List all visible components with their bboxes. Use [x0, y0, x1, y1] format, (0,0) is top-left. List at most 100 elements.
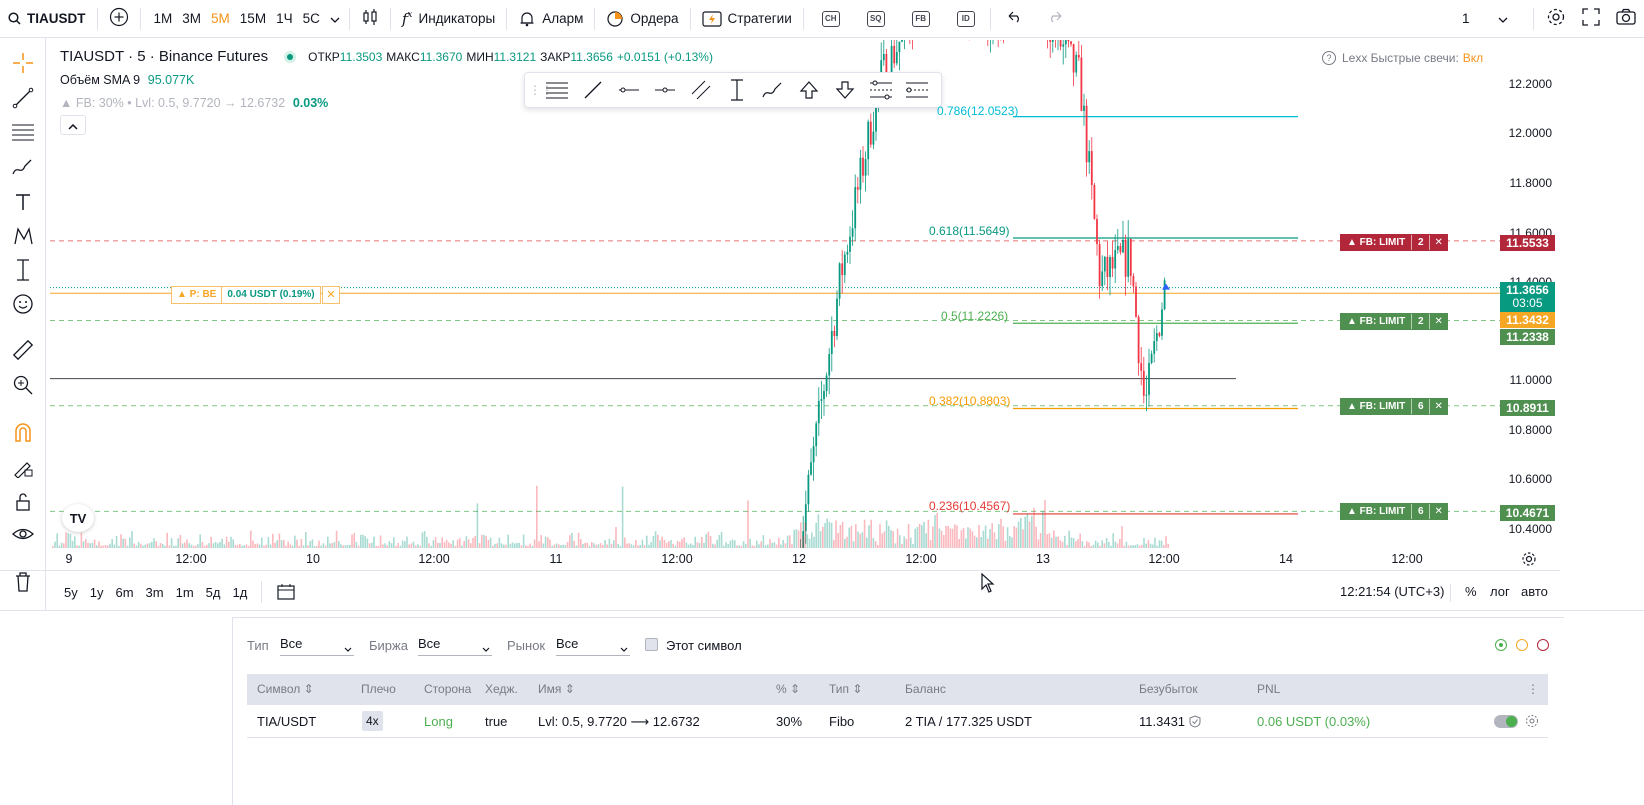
fb-limit-tag-2[interactable]: ▲ FB: LIMIT 2 ✕ — [1340, 313, 1449, 330]
col-symbol[interactable]: Символ ⇕ — [257, 682, 314, 696]
layout-select[interactable]: 1 — [1455, 0, 1515, 38]
auto-scale-toggle[interactable]: авто — [1521, 584, 1548, 599]
undo-button[interactable] — [995, 0, 1035, 38]
timeframe-5s[interactable]: 5С — [302, 11, 320, 26]
text-icon[interactable] — [10, 189, 36, 215]
close-icon[interactable]: ✕ — [1429, 235, 1447, 250]
col-type[interactable]: Тип ⇕ — [829, 682, 862, 696]
col-balance[interactable]: Баланс — [905, 682, 946, 696]
col-breakeven[interactable]: Безубыток — [1139, 682, 1198, 696]
fb-limit-tag-3[interactable]: ▲ FB: LIMIT 6 ✕ — [1340, 398, 1449, 415]
log-scale-toggle[interactable]: лог — [1490, 584, 1510, 599]
filter-exchange-select[interactable]: Все — [418, 636, 492, 656]
fb-limit-tag-1[interactable]: ▲ FB: LIMIT 2 ✕ — [1340, 234, 1449, 251]
col-side[interactable]: Сторона — [424, 682, 472, 696]
timeframe-15m[interactable]: 15М — [239, 11, 267, 26]
row-toggle[interactable] — [1494, 715, 1518, 728]
volume-legend[interactable]: Объём SMA 9 95.077K — [60, 72, 194, 87]
range-3m[interactable]: 3m — [145, 584, 164, 600]
ch-button[interactable]: CH — [821, 10, 840, 27]
table-row[interactable] — [247, 705, 1548, 738]
lock-drawing-icon[interactable] — [10, 454, 36, 480]
range-1y[interactable]: 1y — [89, 584, 104, 600]
col-name[interactable]: Имя ⇕ — [538, 682, 575, 696]
fb-button[interactable]: FB — [911, 10, 930, 27]
range-1d[interactable]: 1д — [232, 584, 248, 600]
lines-tool-icon[interactable] — [539, 73, 575, 107]
status-green-icon[interactable] — [1495, 639, 1507, 651]
screenshot-button[interactable] — [1608, 0, 1644, 38]
col-hedge[interactable]: Хедж. — [485, 682, 518, 696]
range-1m[interactable]: 1m — [175, 584, 194, 600]
filter-market-select[interactable]: Все — [556, 636, 630, 656]
pattern-icon[interactable] — [10, 223, 36, 249]
arrow-down-icon[interactable] — [827, 73, 863, 107]
sq-button[interactable]: SQ — [866, 10, 885, 27]
fast-candles-toggle[interactable]: ? Lexx Быстрые свечи: Вкл — [1322, 51, 1483, 65]
zoom-icon[interactable] — [10, 372, 36, 398]
this-symbol-checkbox[interactable] — [645, 638, 658, 651]
vertical-measure-tool-icon[interactable] — [719, 73, 755, 107]
fib-extension-tool-icon[interactable] — [899, 73, 935, 107]
compare-button[interactable] — [102, 0, 136, 38]
redo-button[interactable] — [1035, 0, 1075, 38]
close-icon[interactable]: ✕ — [1429, 399, 1447, 414]
position-close-button[interactable]: ✕ — [322, 286, 340, 304]
arrow-up-icon[interactable] — [791, 73, 827, 107]
range-6m[interactable]: 6m — [115, 584, 134, 600]
strategies-button[interactable]: Стратегии — [695, 0, 799, 38]
fb-limit-tag-4[interactable]: ▲ FB: LIMIT 6 ✕ — [1340, 503, 1449, 520]
brush-icon[interactable] — [10, 154, 36, 180]
col-pnl[interactable]: PNL — [1257, 682, 1281, 696]
axis-settings-icon[interactable] — [1521, 551, 1537, 570]
trend-line-icon[interactable] — [10, 85, 36, 111]
parallel-channel-tool-icon[interactable] — [683, 73, 719, 107]
smiley-icon[interactable] — [10, 291, 36, 317]
chart-title[interactable]: TIAUSDT · 5 · Binance Futures — [60, 48, 269, 65]
trend-line-tool-icon[interactable] — [575, 73, 611, 107]
col-leverage[interactable]: Плечо — [361, 682, 396, 696]
time-axis[interactable]: 9 12:00 10 12:00 11 12:00 12 12:00 13 12… — [50, 548, 1500, 570]
symbol-search[interactable]: TIAUSDT — [0, 0, 93, 38]
timeframe-3m[interactable]: 3М — [182, 11, 202, 26]
chart-type-button[interactable] — [354, 0, 386, 38]
position-tag[interactable]: ▲ P: BE 0.04 USDT (0.19%) — [171, 286, 321, 304]
eye-icon[interactable] — [10, 521, 36, 547]
chevron-down-icon[interactable] — [325, 11, 345, 26]
ruler-icon[interactable] — [10, 337, 36, 363]
fullscreen-button[interactable] — [1574, 0, 1608, 38]
status-red-icon[interactable] — [1537, 639, 1549, 651]
timeframe-1m[interactable]: 1М — [153, 11, 173, 26]
trash-icon[interactable] — [10, 569, 36, 595]
col-pct[interactable]: % ⇕ — [776, 682, 800, 696]
collapse-legend-button[interactable] — [60, 115, 86, 135]
fib-tool-icon[interactable] — [863, 73, 899, 107]
close-icon[interactable]: ✕ — [1429, 504, 1447, 519]
tradingview-logo[interactable]: TV — [62, 504, 94, 532]
horizontal-lines-icon[interactable] — [10, 119, 36, 145]
close-icon[interactable]: ✕ — [1429, 314, 1447, 329]
orders-button[interactable]: Ордера — [599, 0, 685, 38]
chart-area[interactable] — [50, 40, 1500, 548]
crosshair-icon[interactable] — [10, 50, 36, 76]
fb-legend[interactable]: ▲ FB: 30% • Lvl: 0.5, 9.7720 → 12.6732 0… — [60, 95, 328, 110]
clock[interactable]: 12:21:54 (UTC+3) — [1340, 584, 1445, 599]
more-options-icon[interactable]: ⋮ — [1527, 682, 1539, 696]
timeframe-1h[interactable]: 1Ч — [276, 11, 293, 26]
brush-tool-icon[interactable] — [755, 73, 791, 107]
id-button[interactable]: ID — [956, 10, 975, 27]
horizontal-ray-tool-icon[interactable] — [611, 73, 647, 107]
row-settings-icon[interactable] — [1525, 714, 1539, 731]
indicators-button[interactable]: f x Индикаторы — [395, 0, 502, 38]
settings-button[interactable] — [1538, 0, 1574, 38]
measure-icon[interactable] — [10, 257, 36, 283]
range-5d[interactable]: 5д — [205, 584, 221, 600]
lock-icon[interactable] — [10, 489, 36, 515]
calendar-icon[interactable] — [276, 583, 296, 601]
horizontal-line-tool-icon[interactable] — [647, 73, 683, 107]
timeframe-5m[interactable]: 5М — [211, 11, 230, 26]
status-yellow-icon[interactable] — [1516, 639, 1528, 651]
range-5y[interactable]: 5y — [64, 584, 78, 600]
row-leverage[interactable]: 4x — [362, 711, 383, 731]
price-axis[interactable]: 12.2000 12.0000 11.8000 11.6000 11.4000 … — [1500, 40, 1560, 548]
